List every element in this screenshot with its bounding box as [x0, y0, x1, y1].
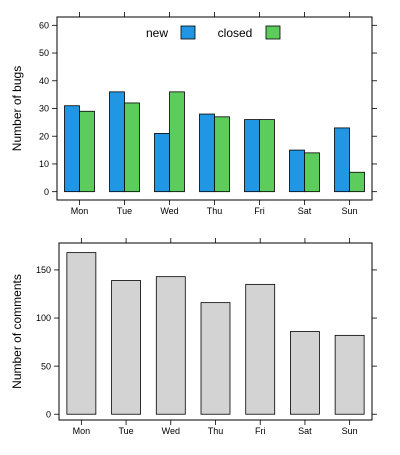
bugs-xtick-label: Fri	[254, 206, 265, 216]
bugs-ytick-label: 60	[39, 21, 49, 31]
bar-bugs-new-sat	[289, 149, 305, 193]
bar-bugs-closed-sat	[304, 152, 320, 193]
bar-bugs-new-wed	[154, 133, 170, 193]
bugs-ytick-label: 50	[39, 48, 49, 58]
comments-xtick-label: Sat	[298, 426, 312, 436]
comments-y-axis-title: Number of comments	[10, 274, 24, 389]
comments-xtick-label: Wed	[162, 426, 180, 436]
bar-comments-series-thu	[200, 302, 231, 415]
legend-label-closed: closed	[218, 26, 253, 40]
comments-ytick-label: 50	[41, 361, 51, 371]
bugs-panel: 0 10 20 30 40 50 60 Mon Tue Wed Thu Fri Sat Sun Numb…	[10, 12, 377, 216]
comments-ytick-label: 150	[36, 265, 51, 275]
bar-bugs-new-tue	[109, 91, 125, 193]
bugs-ytick-label: 40	[39, 76, 49, 86]
legend-swatch-new	[180, 25, 196, 40]
comments-xtick-label: Fri	[255, 426, 266, 436]
bar-bugs-closed-mon	[79, 110, 95, 193]
bugs-xtick-label: Tue	[117, 206, 132, 216]
bugs-ytick-label: 20	[39, 131, 49, 141]
comments-xtick-label: Mon	[73, 426, 91, 436]
comments-xtick-label: Sun	[342, 426, 358, 436]
bugs-ytick-label: 0	[44, 187, 49, 197]
bugs-ytick-label: 30	[39, 104, 49, 114]
bugs-xtick-label: Mon	[71, 206, 89, 216]
bugs-ytick-label: 10	[39, 159, 49, 169]
comments-ytick-label: 0	[46, 409, 51, 419]
bar-bugs-closed-tue	[124, 102, 140, 193]
bugs-xtick-label: Wed	[160, 206, 178, 216]
comments-x-axis: Mon Tue Wed Thu Fri Sat Sun	[73, 238, 358, 436]
bar-comments-series-sun	[334, 334, 365, 415]
comments-bars	[66, 252, 365, 415]
bar-bugs-new-sun	[334, 127, 350, 193]
bar-bugs-new-mon	[64, 105, 80, 193]
bugs-legend: new closed	[146, 25, 281, 40]
bugs-bars	[64, 91, 365, 193]
comments-ytick-label: 100	[36, 313, 51, 323]
comments-xtick-label: Tue	[118, 426, 133, 436]
bar-comments-series-wed	[155, 276, 186, 415]
bar-comments-series-sat	[290, 331, 320, 415]
comments-panel: 0 50 100 150 Mon Tue Wed Thu Fri Sat Sun Number o…	[10, 238, 377, 436]
bar-comments-series-mon	[66, 252, 97, 415]
bugs-y-axis-title: Number of bugs	[10, 66, 24, 151]
bar-bugs-closed-fri	[259, 119, 275, 193]
bar-bugs-closed-thu	[214, 116, 230, 193]
bugs-x-axis: Mon Tue Wed Thu Fri Sat Sun	[71, 12, 358, 216]
bugs-xtick-label: Thu	[207, 206, 223, 216]
legend-label-new: new	[146, 26, 168, 40]
bugs-xtick-label: Sat	[298, 206, 312, 216]
bar-bugs-closed-sun	[349, 171, 365, 193]
bugs-y-axis: 0 10 20 30 40 50 60	[39, 21, 377, 197]
bar-bugs-new-fri	[244, 119, 260, 193]
bar-bugs-closed-wed	[169, 91, 185, 193]
bar-comments-series-tue	[111, 280, 141, 415]
bugs-xtick-label: Sun	[341, 206, 357, 216]
comments-y-axis: 0 50 100 150	[36, 265, 377, 419]
bar-comments-series-fri	[245, 283, 276, 415]
legend-swatch-closed	[265, 25, 281, 40]
bar-bugs-new-thu	[199, 113, 215, 193]
comments-xtick-label: Thu	[208, 426, 224, 436]
